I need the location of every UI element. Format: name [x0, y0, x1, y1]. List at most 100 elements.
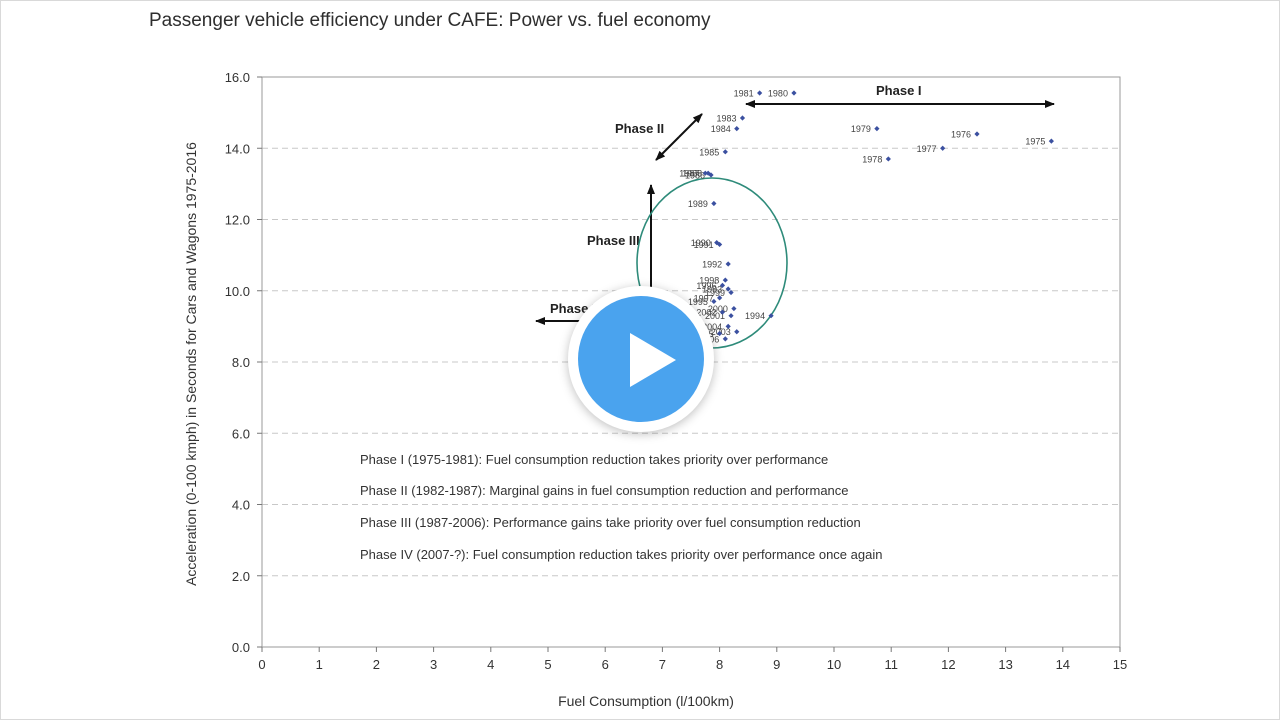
play-button[interactable] [568, 286, 714, 432]
data-point [717, 330, 723, 337]
x-tick-label: 6 [602, 657, 609, 672]
data-point [768, 313, 774, 319]
data-point [728, 313, 734, 319]
data-point [1048, 138, 1054, 144]
phase-note: Phase I (1975-1981): Fuel consumption re… [360, 452, 828, 467]
data-point [714, 240, 720, 246]
y-tick-label: 0.0 [232, 640, 250, 655]
data-point [722, 149, 728, 155]
data-point [974, 131, 980, 137]
chart-title: Passenger vehicle efficiency under CAFE:… [149, 10, 711, 31]
data-label: 1978 [862, 154, 882, 164]
y-tick-label: 4.0 [232, 498, 250, 513]
data-point [702, 170, 708, 176]
data-label: 1987 [679, 169, 699, 179]
phase-ii-label: Phase II [615, 121, 664, 136]
data-label: 1995 [688, 297, 708, 307]
data-point [725, 323, 731, 329]
x-tick-label: 15 [1113, 657, 1127, 672]
data-point [739, 115, 746, 121]
phase-note: Phase IV (2007-?): Fuel consumption redu… [360, 547, 882, 562]
x-tick-label: 9 [773, 657, 780, 672]
data-label: 2004 [702, 322, 722, 332]
data-point [728, 289, 734, 296]
data-label: 2001 [705, 311, 725, 321]
data-label: 1980 [768, 89, 788, 99]
x-tick-label: 1 [316, 657, 323, 672]
play-icon [630, 333, 676, 387]
data-point [791, 90, 797, 96]
data-point [885, 156, 891, 162]
data-point [708, 172, 714, 178]
y-tick-label: 6.0 [232, 426, 250, 441]
data-label: 1976 [951, 130, 971, 140]
x-tick-label: 12 [941, 657, 955, 672]
x-tick-label: 2 [373, 657, 380, 672]
data-point [717, 295, 723, 301]
data-point [705, 170, 711, 176]
phase-note: Phase II (1982-1987): Marginal gains in … [360, 483, 849, 498]
data-label: 1997 [694, 293, 714, 303]
y-tick-label: 2.0 [232, 569, 250, 584]
data-label: 1977 [917, 144, 937, 154]
phase-note: Phase III (1987-2006): Performance gains… [360, 515, 861, 530]
data-point [717, 241, 723, 248]
play-button-circle [578, 296, 704, 422]
x-tick-label: 3 [430, 657, 437, 672]
data-label: 1991 [694, 240, 714, 250]
y-tick-label: 12.0 [225, 213, 250, 228]
data-point [734, 329, 740, 335]
data-point [757, 90, 763, 96]
data-label: 1990 [691, 238, 711, 248]
data-label: 1983 [716, 113, 736, 123]
x-tick-label: 10 [827, 657, 841, 672]
x-tick-label: 4 [487, 657, 494, 672]
data-point [722, 277, 728, 283]
x-tick-label: 8 [716, 657, 723, 672]
phase-iii-label: Phase III [587, 233, 640, 248]
data-label: 1975 [1025, 137, 1045, 147]
data-label: 1996 [696, 281, 716, 291]
data-point [719, 309, 726, 315]
y-tick-label: 10.0 [225, 284, 250, 299]
data-point [725, 261, 731, 267]
data-label: 2002 [696, 308, 716, 318]
data-point [722, 336, 728, 342]
phase-i-label: Phase I [876, 83, 922, 98]
data-label: 1988 [682, 169, 702, 179]
y-tick-label: 16.0 [225, 70, 250, 85]
y-tick-label: 14.0 [225, 141, 250, 156]
phase-ii-arrow-up [678, 113, 703, 138]
data-point [874, 126, 880, 132]
x-tick-label: 0 [258, 657, 265, 672]
data-label: 1994 [745, 311, 765, 321]
y-axis-label: Acceleration (0-100 kmph) in Seconds for… [183, 142, 199, 586]
data-point [711, 298, 717, 305]
data-label: 1992 [702, 260, 722, 270]
data-label: 1985 [699, 147, 719, 157]
data-label: 1993 [702, 284, 722, 294]
y-tick-label: 8.0 [232, 355, 250, 370]
data-point [725, 286, 731, 292]
x-tick-label: 14 [1056, 657, 1070, 672]
data-label: 1981 [734, 89, 754, 99]
x-tick-label: 11 [884, 657, 898, 672]
data-point [731, 305, 737, 312]
x-tick-label: 5 [544, 657, 551, 672]
data-point [711, 200, 717, 207]
data-label: 2000 [708, 304, 728, 314]
data-label: 1984 [711, 124, 731, 134]
phase-ii-arrow-down [655, 136, 680, 161]
data-label: 1999 [705, 288, 725, 298]
data-point [940, 145, 946, 151]
data-label: 1986 [685, 170, 705, 180]
x-tick-label: 13 [998, 657, 1012, 672]
data-label: 1998 [699, 276, 719, 286]
data-point [734, 126, 740, 132]
data-label: 1989 [688, 199, 708, 209]
x-tick-label: 7 [659, 657, 666, 672]
data-point [719, 282, 726, 289]
x-axis-label: Fuel Consumption (l/100km) [558, 693, 734, 709]
data-label: 1979 [851, 124, 871, 134]
